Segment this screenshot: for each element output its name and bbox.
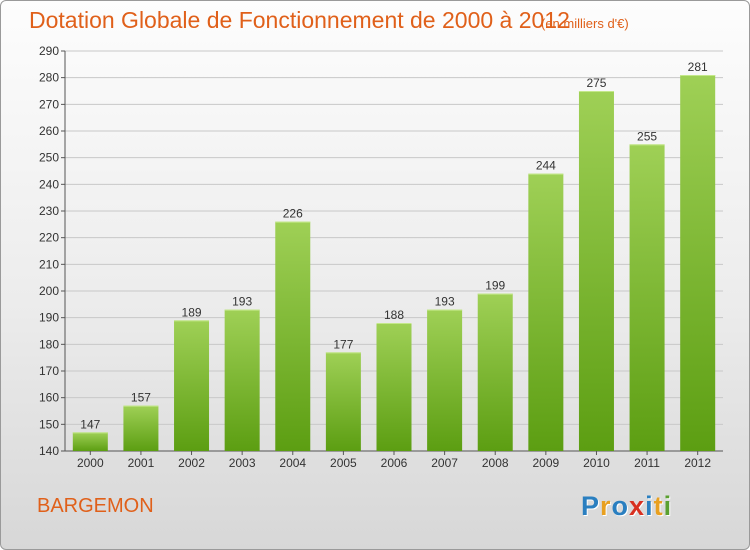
data-label: 193 — [232, 295, 252, 309]
y-tick-label: 260 — [39, 124, 59, 138]
logo-letter: t — [653, 491, 664, 521]
y-tick-label: 180 — [39, 337, 59, 351]
bar-2009 — [528, 173, 564, 451]
bar-2004 — [275, 221, 311, 451]
data-label: 189 — [182, 305, 202, 319]
y-tick-label: 290 — [39, 44, 59, 58]
logo-letter: i — [663, 491, 673, 521]
data-label: 177 — [333, 337, 353, 351]
y-tick-label: 150 — [39, 417, 59, 431]
y-tick-label: 250 — [39, 151, 59, 165]
data-label: 226 — [283, 207, 303, 221]
bar-2007 — [427, 309, 463, 451]
y-tick-label: 160 — [39, 391, 59, 405]
bar-2002 — [174, 320, 210, 451]
logo-letter: i — [645, 491, 654, 521]
chart-unit: (en milliers d'€) — [541, 16, 629, 31]
data-label: 193 — [435, 295, 455, 309]
data-label: 157 — [131, 391, 151, 405]
x-tick-label: 2000 — [77, 456, 104, 470]
proxiti-logo: Proxiti — [581, 491, 672, 522]
data-label: 147 — [80, 417, 100, 431]
y-tick-label: 270 — [39, 97, 59, 111]
x-tick-label: 2007 — [431, 456, 458, 470]
x-tick-label: 2001 — [128, 456, 155, 470]
x-tick-label: 2010 — [583, 456, 610, 470]
bar-2011 — [629, 144, 665, 452]
x-tick-label: 2002 — [178, 456, 205, 470]
logo-letter: x — [629, 491, 646, 521]
bar-2006 — [376, 323, 412, 451]
y-tick-label: 210 — [39, 257, 59, 271]
x-tick-label: 2009 — [532, 456, 559, 470]
y-tick-label: 140 — [39, 444, 59, 458]
bar-2010 — [578, 91, 614, 451]
commune-name: BARGEMON — [37, 495, 154, 517]
x-tick-label: 2004 — [279, 456, 306, 470]
x-tick-label: 2006 — [381, 456, 408, 470]
y-tick-label: 230 — [39, 204, 59, 218]
x-tick-label: 2008 — [482, 456, 509, 470]
x-tick-label: 2003 — [229, 456, 256, 470]
x-tick-label: 2012 — [684, 456, 711, 470]
data-label: 188 — [384, 308, 404, 322]
data-label: 281 — [688, 60, 708, 74]
y-tick-label: 190 — [39, 311, 59, 325]
y-tick-label: 280 — [39, 71, 59, 85]
data-label: 199 — [485, 279, 505, 293]
bar-2005 — [325, 352, 361, 451]
bar-2012 — [680, 75, 716, 451]
chart-title: Dotation Globale de Fonctionnement de 20… — [29, 7, 570, 33]
bars — [72, 75, 716, 452]
y-tick-label: 170 — [39, 364, 59, 378]
logo-letter: o — [611, 491, 630, 521]
x-tick-label: 2005 — [330, 456, 357, 470]
data-label: 255 — [637, 129, 657, 143]
bar-2008 — [477, 293, 513, 451]
bar-2003 — [224, 309, 260, 451]
data-label: 275 — [586, 76, 606, 90]
bar-2001 — [123, 405, 159, 451]
y-tick-label: 240 — [39, 177, 59, 191]
bar-2000 — [72, 432, 108, 451]
y-tick-label: 200 — [39, 284, 59, 298]
labels: 140 150 160 170 180 190 200 210 220 230 240 250 260 2… — [39, 44, 711, 470]
logo-letter: r — [600, 491, 612, 521]
data-label: 244 — [536, 159, 556, 173]
logo-letter: P — [581, 491, 601, 521]
y-tick-label: 220 — [39, 231, 59, 245]
x-tick-label: 2011 — [634, 456, 660, 470]
